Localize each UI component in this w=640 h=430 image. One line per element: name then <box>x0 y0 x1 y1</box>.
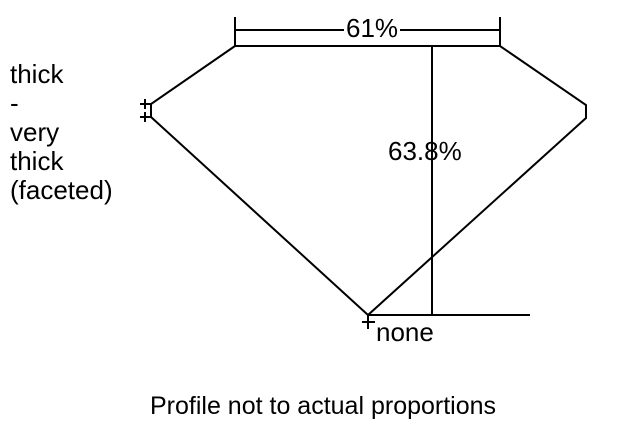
girdle-label-line: - <box>10 88 19 118</box>
girdle-label-line: very <box>10 117 60 147</box>
culet-label: none <box>376 317 434 347</box>
girdle-label: thick - very thick (faceted) <box>10 60 113 205</box>
diamond-profile <box>150 45 587 317</box>
girdle-label-line: thick <box>10 59 64 89</box>
proportions-note: Profile not to actual proportions <box>150 392 497 420</box>
girdle-label-line: (faceted) <box>10 175 113 205</box>
girdle-label-line: thick <box>10 146 64 176</box>
table-percent-label: 61% <box>344 13 401 43</box>
depth-percent-label: 63.8% <box>388 136 462 166</box>
